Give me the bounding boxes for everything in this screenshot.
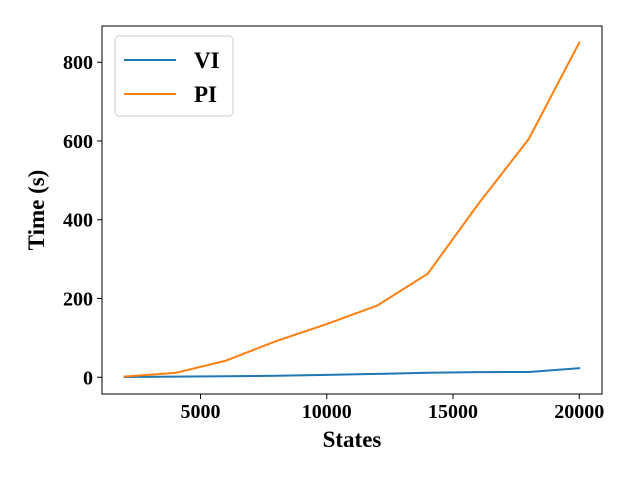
x-tick-label: 15000 — [428, 401, 478, 423]
y-axis-ticks: 0 200 400 600 800 — [63, 52, 102, 389]
plot-frame — [101, 25, 603, 395]
y-tick-label: 200 — [63, 289, 93, 311]
legend-label-vi: VI — [194, 48, 220, 73]
plot-lines — [123, 41, 581, 379]
x-axis-title: States — [323, 427, 382, 452]
x-axis-ticks: 5000 10000 15000 20000 — [180, 394, 604, 423]
y-tick-label: 600 — [63, 131, 93, 153]
y-tick-label: 0 — [83, 367, 93, 389]
y-tick-label: 400 — [63, 210, 93, 232]
y-tick-label: 800 — [63, 52, 93, 74]
legend: VI PI — [114, 35, 234, 117]
x-tick-label: 20000 — [554, 401, 604, 423]
x-tick-label: 5000 — [180, 401, 220, 423]
x-tick-label: 10000 — [302, 401, 352, 423]
series-line-pi — [123, 41, 581, 378]
series-line-vi — [123, 367, 581, 379]
legend-label-pi: PI — [194, 82, 217, 107]
y-axis-title: Time (s) — [24, 170, 49, 251]
legend-box — [114, 35, 234, 117]
